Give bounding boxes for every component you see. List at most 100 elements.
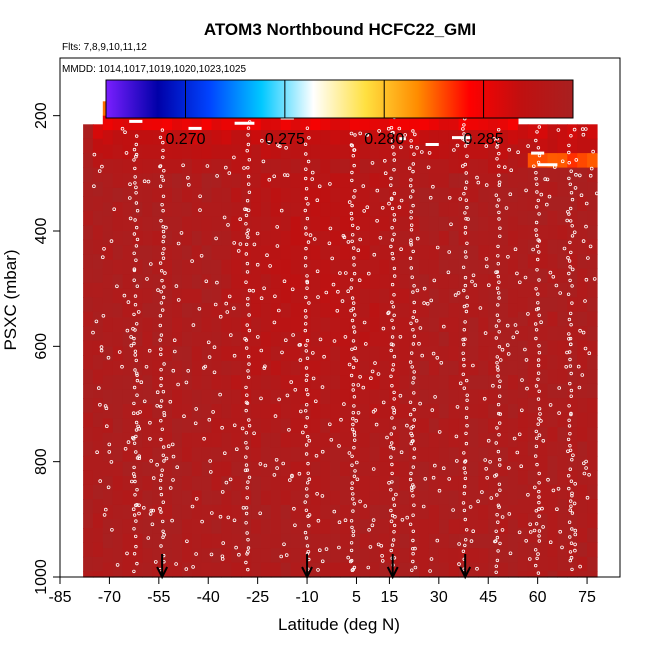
field-cell [172, 159, 183, 174]
field-cell [429, 318, 440, 333]
field-cell [231, 447, 242, 462]
x-tick-label: -25 [246, 589, 269, 606]
field-cell [83, 254, 94, 269]
field-cell [93, 456, 104, 471]
field-cell [310, 361, 321, 376]
field-cell [192, 332, 203, 347]
field-cell [271, 303, 282, 318]
field-cell [538, 442, 549, 457]
field-cell [350, 548, 361, 563]
field-cell [231, 173, 242, 188]
field-cell [370, 202, 381, 217]
field-cell [142, 289, 153, 304]
field-cell [310, 318, 321, 333]
field-cell [429, 447, 440, 462]
field-cell [152, 534, 163, 549]
field-cell [380, 303, 391, 318]
field-cell [83, 240, 94, 255]
field-cell [291, 159, 302, 174]
field-cell [330, 462, 341, 477]
field-cell [251, 548, 262, 563]
field-cell [142, 447, 153, 462]
field-cell [142, 274, 153, 289]
field-cell [162, 346, 173, 361]
field-cell [380, 505, 391, 520]
field-cell [93, 124, 104, 139]
field-cell [261, 303, 272, 318]
field-cell [330, 145, 341, 160]
field-cell [152, 188, 163, 203]
field-cell [449, 404, 460, 419]
field-cell [429, 404, 440, 419]
field-cell [548, 269, 559, 284]
field-cell [548, 499, 559, 514]
field-cell [123, 563, 134, 578]
field-cell [320, 274, 331, 289]
field-cell [469, 260, 480, 275]
field-cell [93, 557, 104, 572]
field-cell [221, 418, 232, 433]
field-cell [538, 485, 549, 500]
field-cell [360, 462, 371, 477]
field-cell [518, 225, 529, 240]
field-cell [518, 514, 529, 529]
field-cell [301, 361, 312, 376]
field-cell [251, 145, 262, 160]
field-cell [330, 318, 341, 333]
field-cell [459, 346, 470, 361]
field-cell [399, 404, 410, 419]
field-cell [93, 470, 104, 485]
field-cell [439, 563, 450, 578]
field-cell [172, 491, 183, 506]
colorbar-tick-label: 0.280 [364, 131, 404, 148]
field-cell [498, 404, 509, 419]
field-cell [449, 390, 460, 405]
field-cell [202, 245, 213, 260]
field-cell [380, 346, 391, 361]
field-cell [439, 361, 450, 376]
field-cell [182, 519, 193, 534]
field-cell [310, 418, 321, 433]
field-cell [291, 274, 302, 289]
field-cell [310, 548, 321, 563]
field-cell [557, 297, 568, 312]
field-cell [212, 130, 223, 145]
field-cell [113, 346, 124, 361]
field-cell [123, 274, 134, 289]
field-cell [281, 534, 292, 549]
field-cell [478, 418, 489, 433]
field-cell [93, 542, 104, 557]
field-cell [439, 145, 450, 160]
field-cell [360, 274, 371, 289]
field-cell [281, 433, 292, 448]
field-cell [83, 470, 94, 485]
field-cell [567, 153, 578, 168]
field-cell [360, 447, 371, 462]
field-cell [271, 519, 282, 534]
field-cell [310, 145, 321, 160]
field-cell [330, 519, 341, 534]
field-cell [241, 534, 252, 549]
field-cell [320, 303, 331, 318]
field-cell [202, 346, 213, 361]
field-cell [370, 548, 381, 563]
field-cell [301, 375, 312, 390]
field-cell [409, 447, 420, 462]
field-cell [330, 447, 341, 462]
field-cell [123, 202, 134, 217]
field-cell [271, 375, 282, 390]
field-cell [469, 289, 480, 304]
field-cell [152, 404, 163, 419]
field-cell [399, 202, 410, 217]
field-cell [182, 332, 193, 347]
field-cell [548, 442, 559, 457]
field-cell [142, 346, 153, 361]
field-cell [518, 153, 529, 168]
field-cell [577, 283, 588, 298]
field-cell [350, 505, 361, 520]
field-cell [83, 369, 94, 384]
field-cell [271, 202, 282, 217]
field-cell [172, 548, 183, 563]
field-cell [380, 188, 391, 203]
field-cell [212, 375, 223, 390]
